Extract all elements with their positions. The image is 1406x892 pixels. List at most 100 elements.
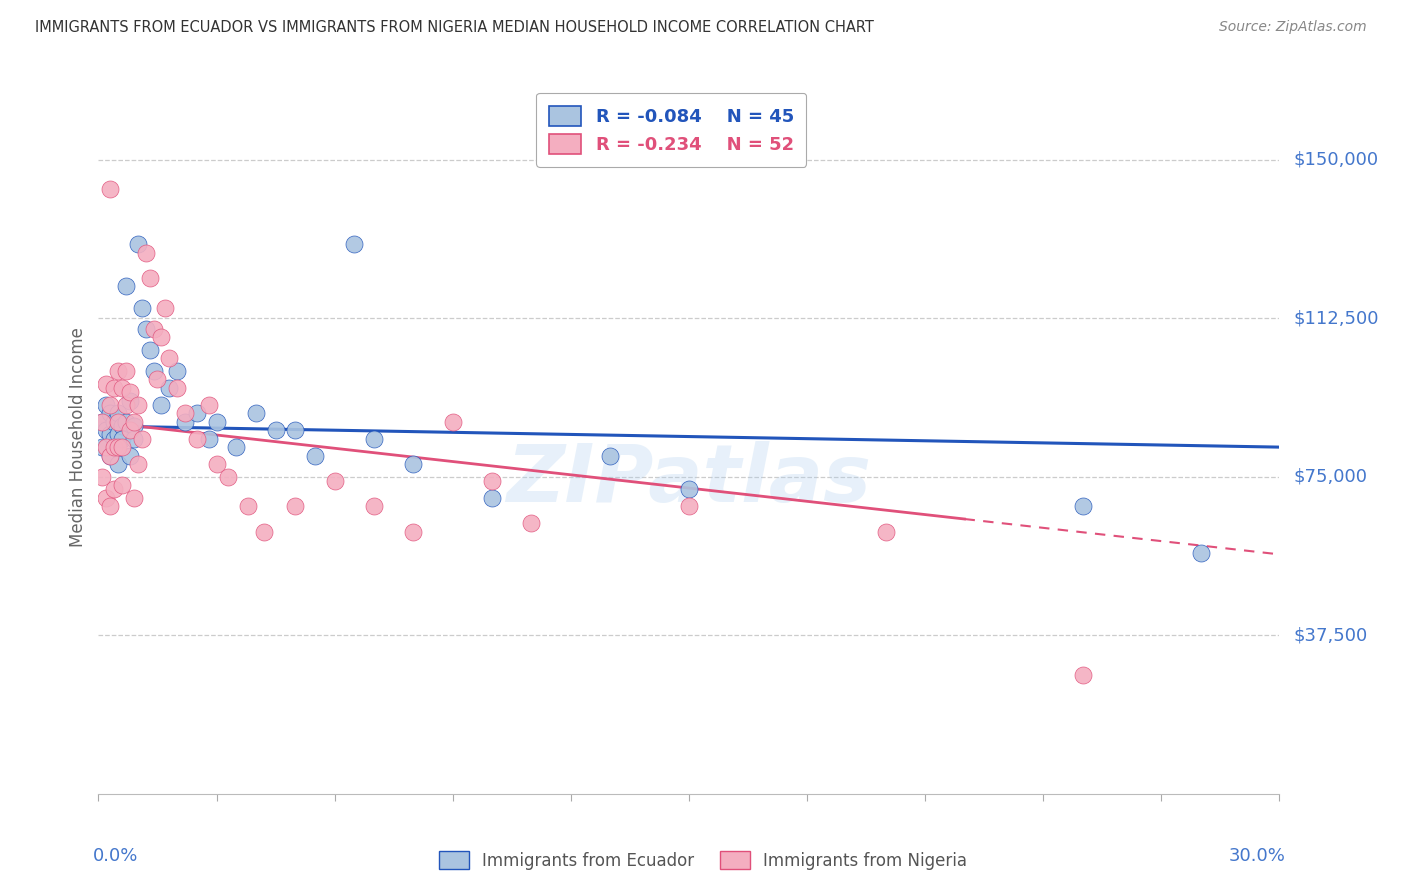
Point	[122, 432, 145, 446]
Point	[217, 469, 239, 483]
Point	[284, 423, 307, 437]
Point	[131, 432, 153, 446]
Point	[122, 491, 145, 505]
Point	[111, 440, 134, 454]
Text: $75,000: $75,000	[1294, 467, 1368, 486]
Point	[118, 423, 141, 437]
Point	[197, 432, 219, 446]
Point	[402, 524, 425, 539]
Point	[1189, 546, 1212, 560]
Point	[678, 500, 700, 514]
Point	[135, 245, 157, 260]
Point	[323, 474, 346, 488]
Point	[157, 381, 180, 395]
Point	[481, 474, 503, 488]
Point	[103, 483, 125, 497]
Point	[122, 419, 145, 434]
Point	[111, 478, 134, 492]
Point	[146, 372, 169, 386]
Point	[111, 432, 134, 446]
Point	[166, 364, 188, 378]
Point	[678, 483, 700, 497]
Point	[363, 432, 385, 446]
Point	[142, 364, 165, 378]
Text: 30.0%: 30.0%	[1229, 847, 1285, 865]
Point	[363, 500, 385, 514]
Point	[107, 415, 129, 429]
Legend: Immigrants from Ecuador, Immigrants from Nigeria: Immigrants from Ecuador, Immigrants from…	[433, 845, 973, 877]
Point	[245, 406, 267, 420]
Point	[236, 500, 259, 514]
Point	[142, 322, 165, 336]
Point	[127, 457, 149, 471]
Point	[118, 393, 141, 408]
Point	[107, 457, 129, 471]
Point	[155, 301, 177, 315]
Point	[115, 398, 138, 412]
Point	[98, 182, 121, 196]
Point	[98, 398, 121, 412]
Text: IMMIGRANTS FROM ECUADOR VS IMMIGRANTS FROM NIGERIA MEDIAN HOUSEHOLD INCOME CORRE: IMMIGRANTS FROM ECUADOR VS IMMIGRANTS FR…	[35, 20, 875, 35]
Point	[98, 449, 121, 463]
Point	[150, 398, 173, 412]
Point	[103, 381, 125, 395]
Point	[186, 432, 208, 446]
Text: $150,000: $150,000	[1294, 151, 1378, 169]
Point	[96, 398, 118, 412]
Point	[205, 415, 228, 429]
Point	[174, 415, 197, 429]
Text: ZIPatlas: ZIPatlas	[506, 441, 872, 519]
Point	[107, 440, 129, 454]
Point	[599, 449, 621, 463]
Point	[107, 427, 129, 442]
Point	[197, 398, 219, 412]
Text: $112,500: $112,500	[1294, 310, 1379, 327]
Point	[131, 301, 153, 315]
Point	[107, 406, 129, 420]
Point	[205, 457, 228, 471]
Point	[98, 427, 121, 442]
Point	[107, 364, 129, 378]
Point	[115, 364, 138, 378]
Point	[98, 449, 121, 463]
Point	[103, 440, 125, 454]
Point	[135, 322, 157, 336]
Point	[174, 406, 197, 420]
Point	[111, 419, 134, 434]
Point	[96, 423, 118, 437]
Point	[91, 440, 114, 454]
Text: 0.0%: 0.0%	[93, 847, 138, 865]
Point	[96, 376, 118, 391]
Point	[115, 415, 138, 429]
Point	[1071, 500, 1094, 514]
Point	[98, 500, 121, 514]
Point	[343, 237, 366, 252]
Point	[138, 343, 160, 357]
Point	[91, 469, 114, 483]
Point	[166, 381, 188, 395]
Point	[98, 406, 121, 420]
Point	[875, 524, 897, 539]
Point	[138, 271, 160, 285]
Point	[118, 449, 141, 463]
Point	[111, 381, 134, 395]
Text: $37,500: $37,500	[1294, 626, 1368, 644]
Point	[127, 398, 149, 412]
Point	[1071, 668, 1094, 682]
Point	[118, 385, 141, 400]
Point	[127, 237, 149, 252]
Point	[253, 524, 276, 539]
Point	[186, 406, 208, 420]
Legend: R = -0.084    N = 45, R = -0.234    N = 52: R = -0.084 N = 45, R = -0.234 N = 52	[536, 93, 807, 167]
Point	[441, 415, 464, 429]
Point	[481, 491, 503, 505]
Point	[103, 415, 125, 429]
Point	[115, 279, 138, 293]
Y-axis label: Median Household Income: Median Household Income	[69, 327, 87, 547]
Point	[264, 423, 287, 437]
Text: Source: ZipAtlas.com: Source: ZipAtlas.com	[1219, 20, 1367, 34]
Point	[96, 491, 118, 505]
Point	[304, 449, 326, 463]
Point	[284, 500, 307, 514]
Point	[402, 457, 425, 471]
